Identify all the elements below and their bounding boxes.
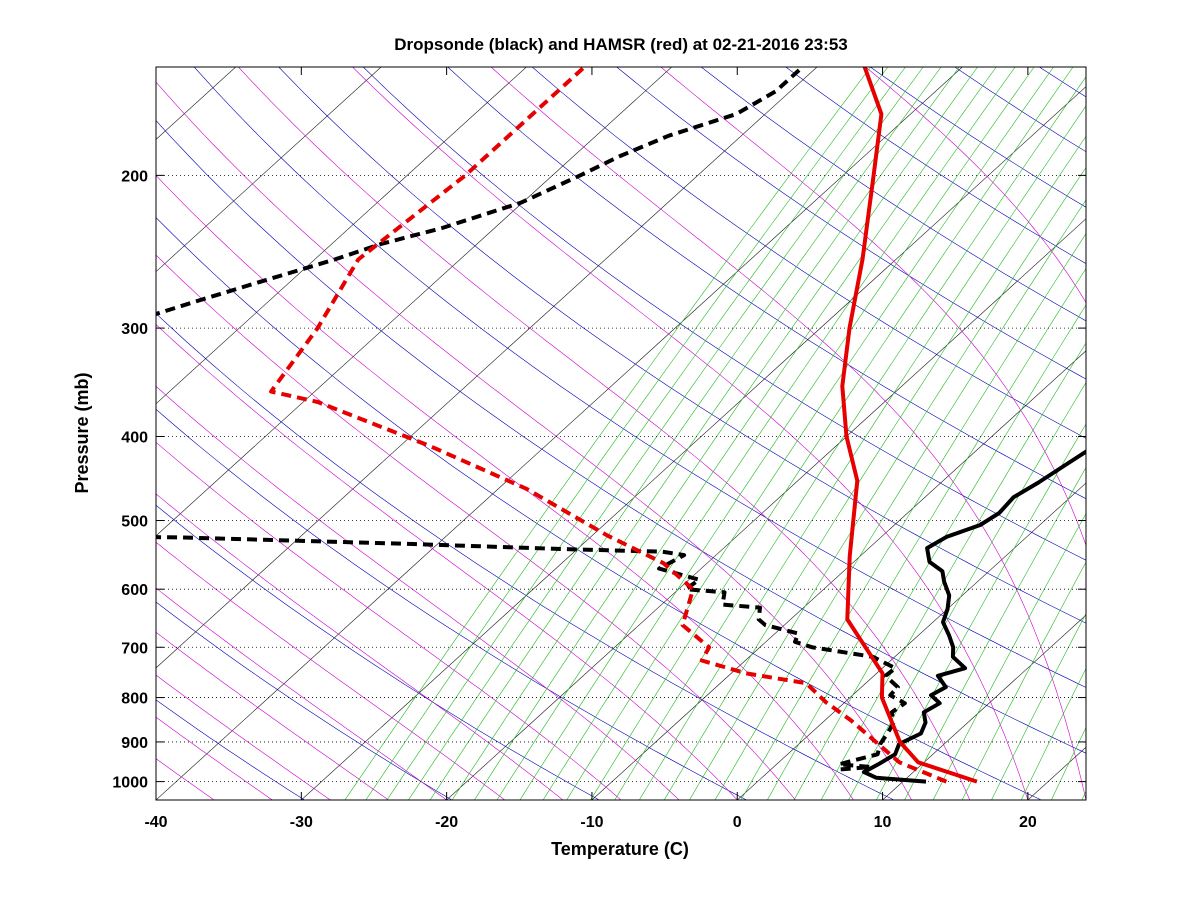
mixing-ratio-line (590, 67, 1074, 800)
y-tick-label: 500 (121, 514, 148, 531)
y-tick-label: 800 (121, 691, 148, 708)
dropsonde-temperature-line (861, 449, 1086, 784)
moist-adiabat-line (156, 631, 389, 800)
isotherm-line (591, 350, 1086, 800)
plot-frame (155, 66, 1087, 801)
x-tick-label: 20 (1019, 814, 1037, 831)
y-tick-label: 400 (121, 429, 148, 446)
y-tick-label: 700 (121, 640, 148, 657)
x-tick-label: 10 (874, 814, 892, 831)
mixing-ratio-line (663, 135, 1086, 800)
hamsr-dewpoint-line (269, 67, 948, 784)
isotherm-line (737, 482, 1086, 800)
mixing-ratio-line (904, 466, 1086, 800)
x-tick-label: -10 (580, 814, 603, 831)
dry-adiabat-line (616, 67, 1086, 380)
y-tick-label: 200 (121, 168, 148, 185)
dry-adiabat-line (362, 67, 1086, 561)
plot-background (156, 67, 1086, 800)
dry-adiabat-line (156, 408, 747, 800)
y-axis-label: Pressure (mb) (72, 372, 92, 493)
plot-area (156, 67, 1086, 800)
mixing-ratio-line (961, 561, 1086, 800)
moist-adiabat-line (156, 716, 273, 800)
x-tick-label: -30 (290, 814, 313, 831)
dry-adiabat-line (447, 67, 1086, 500)
isotherm-line (301, 86, 1086, 800)
mixing-ratio-line (1021, 667, 1086, 800)
isotherm-line (156, 67, 818, 669)
isotherm-line (156, 67, 527, 405)
pressure-gridlines (156, 174, 1086, 783)
y-axis-ticks: 200 300 400 500 600 700 800 900 1000 (112, 168, 1086, 792)
isotherm-line (446, 218, 1086, 800)
x-axis-ticks: -40 -30 -20 -10 0 10 20 (144, 67, 1037, 831)
mixing-ratio-line (793, 304, 1086, 800)
mixing-ratio-line (496, 67, 997, 800)
mixing-ratio-line (614, 76, 1086, 800)
dry-adiabat-line (278, 67, 1086, 624)
y-tick-label: 300 (121, 321, 148, 338)
mixing-ratio-line (386, 67, 906, 800)
dry-adiabat-line (156, 120, 1086, 754)
mixing-ratio-line (408, 67, 924, 800)
isotherm-line (156, 67, 963, 800)
moist-adiabat-line (156, 441, 622, 800)
x-tick-label: -40 (144, 814, 167, 831)
isotherm-line (156, 67, 382, 273)
moist-adiabat-line (156, 674, 331, 800)
sounding-series (156, 67, 1086, 784)
isotherm-line (882, 614, 1086, 800)
x-axis-label: Temperature (C) (551, 839, 689, 859)
moist-adiabat-line (660, 67, 1086, 547)
chart-title: Dropsonde (black) and HAMSR (red) at 02-… (394, 35, 847, 54)
moist-adiabat-line (156, 493, 564, 800)
dropsonde-dewpoint-line (156, 535, 907, 772)
x-tick-label: 0 (733, 814, 742, 831)
x-tick-label: -20 (435, 814, 458, 831)
isotherm-line (156, 67, 672, 537)
y-tick-label: 1000 (112, 775, 148, 792)
hamsr-temperature-line (840, 67, 978, 784)
y-tick-label: 600 (121, 582, 148, 599)
y-tick-label: 900 (121, 735, 148, 752)
dropsonde-dewpoint-upper-line (156, 67, 806, 317)
